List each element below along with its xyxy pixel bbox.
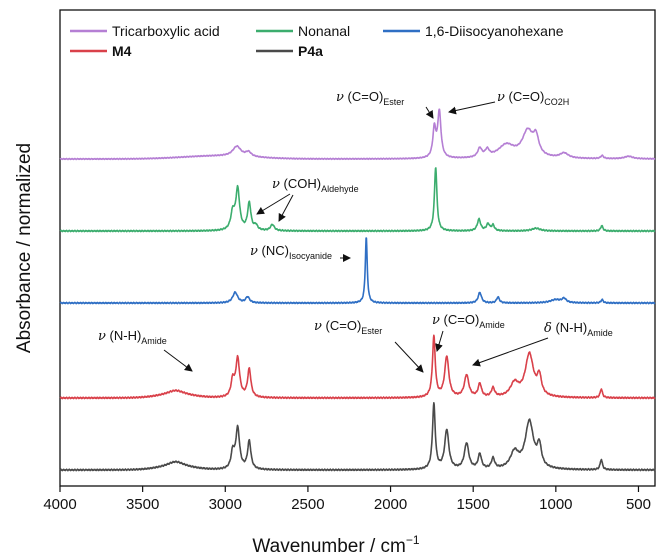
annotation-aldehyde-symbol: ν — [272, 177, 280, 192]
x-tick-label-3000: 3000 — [209, 496, 242, 513]
series-line-p4a — [59, 402, 656, 472]
annotation-isocyanide: ν (NC)Isocyanide — [250, 243, 332, 261]
annotation-ester-m4-main: (C=O) — [322, 318, 361, 333]
arrow-ester-m4 — [394, 341, 424, 373]
arrow-delta-nh — [472, 337, 549, 367]
x-tick-label-2500: 2500 — [291, 496, 324, 513]
series-line-1-6-diisocyanohexane — [59, 237, 656, 305]
annotation-ester-m4-symbol: ν — [314, 319, 322, 334]
annotation-co2h-main: (C=O) — [505, 89, 544, 104]
annotation-co2h: ν (C=O)CO2H — [497, 89, 569, 107]
legend-label-tricarboxylic: Tricarboxylic acid — [112, 23, 220, 39]
annotation-nh-amide-main: (N-H) — [106, 328, 141, 343]
legend-entry-nonanal: Nonanal — [256, 23, 350, 39]
annotation-delta-nh-main: (N-H) — [552, 320, 587, 335]
arrow-ester-acid — [425, 106, 434, 119]
legend-label-m4: M4 — [112, 43, 132, 59]
annotation-isocyanide-main: (NC) — [258, 243, 289, 258]
x-axis-label-text: Wavenumber / cm — [252, 536, 405, 557]
arrow-aldehyde-1 — [256, 193, 291, 215]
annotation-delta-nh: δ (N-H)Amide — [544, 320, 613, 338]
annotation-aldehyde-main: (COH) — [280, 176, 321, 191]
x-axis-ticks: 4000 3500 3000 2500 2000 1500 1000 500 — [43, 486, 651, 513]
arrow-aldehyde-2 — [278, 194, 294, 222]
annotation-isocyanide-sub: Isocyanide — [289, 251, 332, 261]
annotation-ester-acid-symbol: ν — [336, 90, 344, 105]
annotation-nh-amide: ν (N-H)Amide — [98, 328, 167, 346]
annotation-isocyanide-symbol: ν — [250, 244, 258, 259]
annotation-co2h-sub: CO2H — [544, 97, 569, 107]
series-line-m4 — [59, 334, 656, 400]
annotation-ester-acid-sub: Ester — [383, 97, 404, 107]
annotation-ester-acid: ν (C=O)Ester — [336, 89, 404, 107]
x-axis-label-sup: −1 — [406, 533, 420, 547]
x-axis-label: Wavenumber / cm−1 — [252, 533, 419, 557]
legend-label-nonanal: Nonanal — [298, 23, 350, 39]
annotation-delta-nh-symbol: δ — [544, 321, 552, 336]
series-line-nonanal — [59, 167, 656, 233]
annotation-co-amide-symbol: ν — [432, 313, 440, 328]
annotation-ester-acid-main: (C=O) — [344, 89, 383, 104]
annotation-ester-m4-sub: Ester — [361, 326, 382, 336]
annotation-nh-amide-sub: Amide — [141, 336, 167, 346]
annotation-delta-nh-sub: Amide — [587, 328, 613, 338]
annotation-aldehyde: ν (COH)Aldehyde — [272, 176, 359, 194]
annotation-aldehyde-sub: Aldehyde — [321, 184, 359, 194]
plot-frame — [59, 9, 656, 487]
x-tick-label-4000: 4000 — [43, 496, 76, 513]
annotation-nh-amide-symbol: ν — [98, 329, 106, 344]
annotation-co-amide: ν (C=O)Amide — [432, 312, 505, 330]
annotation-co-amide-main: (C=O) — [440, 312, 479, 327]
x-tick-label-1000: 1000 — [539, 496, 572, 513]
arrow-co2h — [448, 101, 496, 115]
x-tick-label-500: 500 — [626, 496, 651, 513]
annotations: ν (C=O)Ester ν (C=O)CO2H ν (COH)Aldehyde… — [98, 89, 613, 373]
x-tick-label-1500: 1500 — [457, 496, 490, 513]
legend-entry-m4: M4 — [70, 43, 132, 59]
legend: Tricarboxylic acid Nonanal 1,6-Diisocyan… — [70, 23, 564, 59]
annotation-co2h-symbol: ν — [497, 90, 505, 105]
x-tick-label-3500: 3500 — [126, 496, 159, 513]
legend-entry-tricarboxylic: Tricarboxylic acid — [70, 23, 220, 39]
legend-entry-diisocyanohexane: 1,6-Diisocyanohexane — [383, 23, 564, 39]
arrow-co-amide — [435, 330, 444, 352]
annotation-ester-m4: ν (C=O)Ester — [314, 318, 382, 336]
series-line-tricarboxylic-acid — [59, 108, 656, 161]
arrow-nh-amide — [163, 349, 193, 372]
legend-label-diisocyanohexane: 1,6-Diisocyanohexane — [425, 23, 564, 39]
y-axis-label: Absorbance / normalized — [14, 143, 35, 353]
annotation-co-amide-sub: Amide — [479, 320, 505, 330]
legend-entry-p4a: P4a — [256, 43, 323, 59]
series-group — [59, 108, 656, 472]
legend-label-p4a: P4a — [298, 43, 323, 59]
x-tick-label-2000: 2000 — [374, 496, 407, 513]
